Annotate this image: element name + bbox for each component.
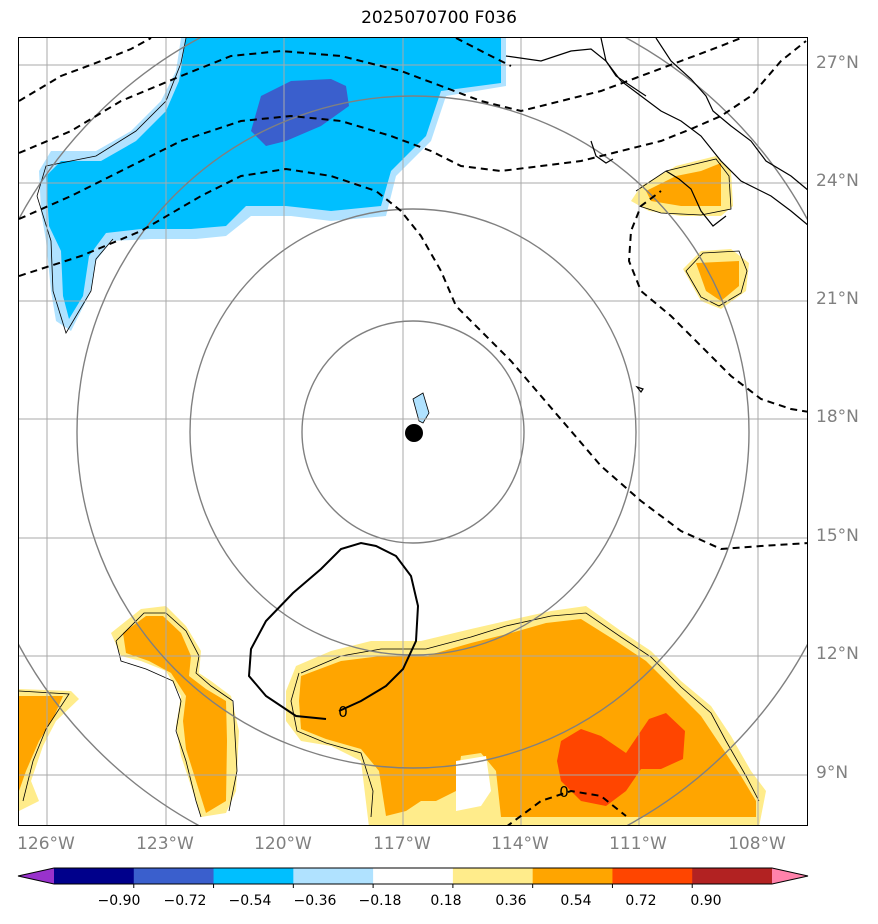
notch-south [456, 756, 491, 811]
map-title: 2025070700 F036 [361, 8, 517, 28]
red-region-south [557, 713, 685, 806]
shading-positive [19, 156, 766, 825]
lat-label-12n: 12°N [816, 644, 859, 664]
lon-label-126w: 126°W [17, 834, 75, 854]
map-panel: 0 0 [18, 37, 808, 826]
graticule [19, 38, 807, 825]
lon-label-120w: 120°W [254, 834, 312, 854]
colorbar-extend-low [18, 868, 54, 884]
colorbar-label-6: 0.36 [495, 893, 527, 909]
lon-label-117w: 117°W [373, 834, 431, 854]
orange-region-west [123, 616, 227, 813]
colorbar-label-8: 0.72 [625, 893, 657, 909]
colorbar-segment [452, 868, 534, 884]
lat-label-15n: 15°N [816, 526, 859, 546]
lat-label-27n: 27°N [816, 53, 859, 73]
lat-label-18n: 18°N [816, 407, 859, 427]
colorbar-label-3: −0.36 [293, 893, 337, 909]
colorbar-label-5: 0.18 [430, 893, 462, 909]
colorbar-segment [213, 868, 294, 884]
colorbar-segment [532, 868, 613, 884]
colorbar-segment [692, 868, 773, 884]
coastline [505, 38, 807, 394]
colorbar-label-4: −0.18 [358, 893, 402, 909]
thin-outlines [19, 38, 760, 818]
lat-label-24n: 24°N [816, 171, 859, 191]
storm-center-marker [405, 424, 423, 442]
blue-dark-region [251, 79, 349, 146]
colorbar-segment [612, 868, 693, 884]
dashed-contours [19, 38, 807, 825]
range-rings [19, 38, 807, 825]
colorbar-label-0: −0.90 [97, 893, 141, 909]
colorbar-segment [373, 868, 454, 884]
lon-label-108w: 108°W [728, 834, 786, 854]
colorbar-segment [133, 868, 215, 884]
lon-label-111w: 111°W [609, 834, 667, 854]
colorbar [17, 867, 809, 888]
lat-label-21n: 21°N [816, 289, 859, 309]
contour-label-0-west: 0 [338, 703, 348, 721]
colorbar-label-9: 0.90 [690, 893, 722, 909]
colorbar-label-2: −0.54 [228, 893, 272, 909]
lon-label-123w: 123°W [136, 834, 194, 854]
blue-small-region [412, 392, 430, 424]
colorbar-segment [54, 868, 135, 884]
orange-region-east [696, 261, 739, 301]
contour-label-0-south: 0 [559, 783, 569, 801]
colorbar-extend-high [772, 868, 808, 884]
lat-label-9n: 9°N [816, 763, 849, 783]
orange-region-ne [646, 163, 721, 206]
colorbar-outline [17, 867, 809, 885]
shading-negative [39, 38, 506, 424]
colorbar-label-7: 0.54 [560, 893, 592, 909]
colorbar-segment [293, 868, 374, 884]
blue-mid-region [46, 38, 501, 319]
lon-label-114w: 114°W [491, 834, 549, 854]
colorbar-label-1: −0.72 [163, 893, 207, 909]
zero-contour [247, 541, 420, 720]
